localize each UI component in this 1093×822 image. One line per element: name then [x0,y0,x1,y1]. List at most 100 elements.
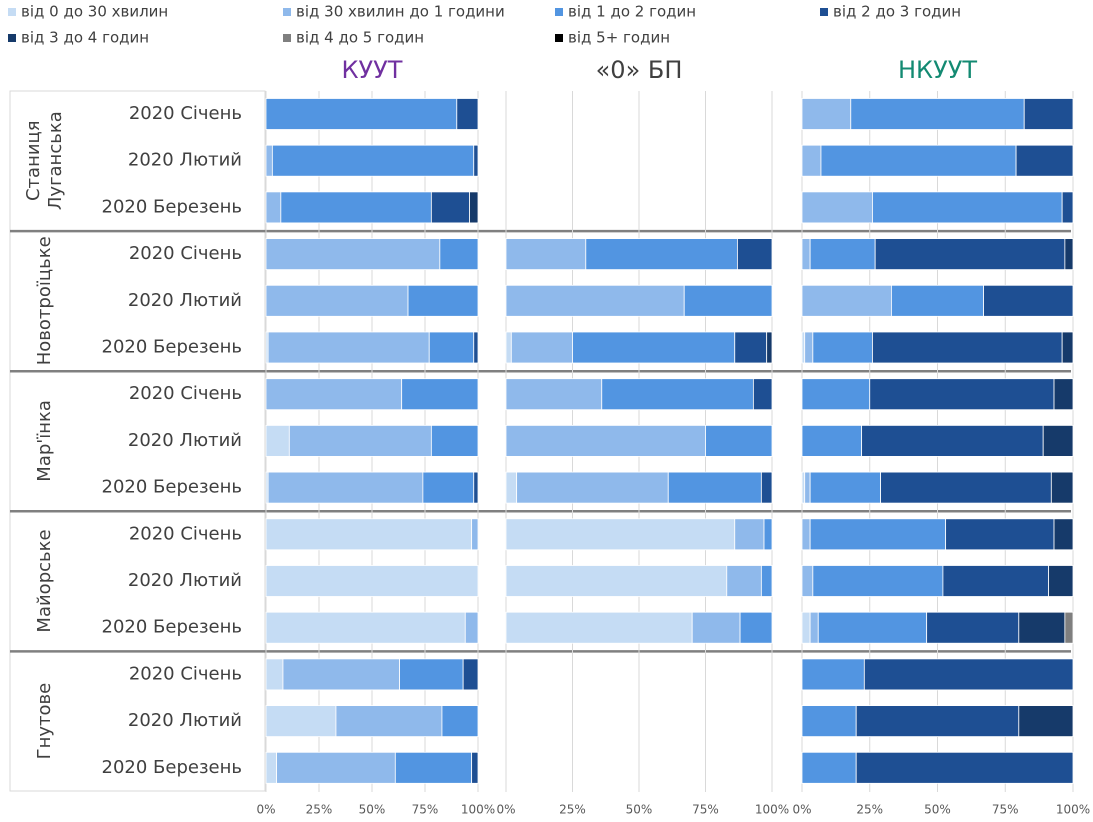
bar-segment [265,284,409,317]
bar-segment [505,238,587,271]
bar-segment [267,331,430,364]
group-label: СтаницяЛуганська [23,111,66,210]
bar-segment [471,751,479,784]
bar-segment [1050,471,1074,504]
bar-segment [817,611,928,644]
bar-segment [739,611,773,644]
category-label: 2020 Березень [102,196,242,217]
group-label: Гнутове [34,683,55,760]
bar-segment [801,98,852,130]
bar-segment [473,331,479,364]
bar-segment [760,471,773,504]
bar-segment [760,565,773,597]
bar-segment [726,565,762,597]
x-tick-label: 50% [626,803,653,817]
category-label: 2020 Березень [102,617,242,638]
bar-segment [505,565,728,597]
category-label: 2020 Березень [102,477,242,498]
bar-segment [276,751,396,784]
group-label-line: Новотроїцьке [34,236,55,365]
category-label: 2020 Січень [129,243,242,264]
bar-segment [1018,611,1066,644]
bar-segment [505,518,736,551]
legend-label: від 4 до 5 годин [296,29,424,47]
bar-segment [801,238,811,271]
panel-title: «0» БП [596,56,683,84]
bar-segment [439,238,479,271]
bar-segment [801,705,857,737]
bar-segment [1064,611,1074,644]
bar-segment [464,611,479,644]
x-tick-label: 0% [496,803,515,817]
bar-segment [401,378,479,411]
bar-segment [801,284,892,317]
legend-swatch [283,34,291,42]
bar-segment [456,98,479,130]
category-label: 2020 Лютий [128,150,242,171]
bar-segment [945,518,1055,551]
bar-segment [812,331,873,364]
bar-segment [804,331,814,364]
bar-segment [705,424,773,457]
bar-segment [863,658,1074,691]
bar-segment [801,611,811,644]
bar-segment [809,518,947,551]
bar-segment [737,238,773,271]
x-tick-label: 75% [692,803,719,817]
category-label: 2020 Січень [129,383,242,404]
bar-segment [1053,518,1074,551]
bar-segment [265,565,479,597]
bar-segment [422,471,475,504]
x-tick-label: 75% [412,803,439,817]
bar-segment [516,471,669,504]
bar-segment [394,751,473,784]
group-label-line: Майорське [34,529,55,632]
legend-swatch [555,8,563,16]
x-tick-label: 100% [755,803,789,817]
category-label: 2020 Січень [129,103,242,124]
bar-segment [1018,705,1074,737]
bar-segment [801,518,811,551]
x-tick-label: 0% [792,803,811,817]
bar-segment [801,378,871,411]
bar-segment [601,378,754,411]
bar-segment [880,471,1052,504]
bar-segment [1053,378,1074,411]
bar-segment [430,424,479,457]
bar-segment [407,284,479,317]
bar-segment [265,378,403,411]
bar-segment [430,191,470,224]
bar-segment [801,331,806,364]
bar-segment [801,658,865,691]
bar-segment [428,331,475,364]
bar-segment [265,424,290,457]
bar-segment [510,331,573,364]
bar-segment [874,238,1066,271]
bar-segment [282,658,400,691]
x-tick-label: 25% [856,803,883,817]
bar-segment [801,144,822,177]
bar-segment [265,191,282,224]
x-tick-label: 25% [306,803,333,817]
bar-segment [812,565,944,597]
bar-segment [734,331,768,364]
bar-segment [505,424,706,457]
group-label-line: Гнутове [34,683,55,760]
bar-segment [809,471,881,504]
bar-segment [801,751,857,784]
group-box [9,90,266,792]
bar-segment [983,284,1074,317]
bar-segment [288,424,432,457]
legend-swatch [8,34,16,42]
bar-segment [804,471,811,504]
legend-label: від 5+ годин [568,29,670,47]
bar-segment [280,191,432,224]
group-label: Мар'їнка [34,400,55,482]
bar-segment [942,565,1050,597]
bar-segment [265,705,337,737]
group-label-line: Мар'їнка [34,400,55,482]
bar-segment [271,144,475,177]
bar-segment [1042,424,1074,457]
x-tick-label: 25% [559,803,586,817]
bar-segment [469,191,479,224]
